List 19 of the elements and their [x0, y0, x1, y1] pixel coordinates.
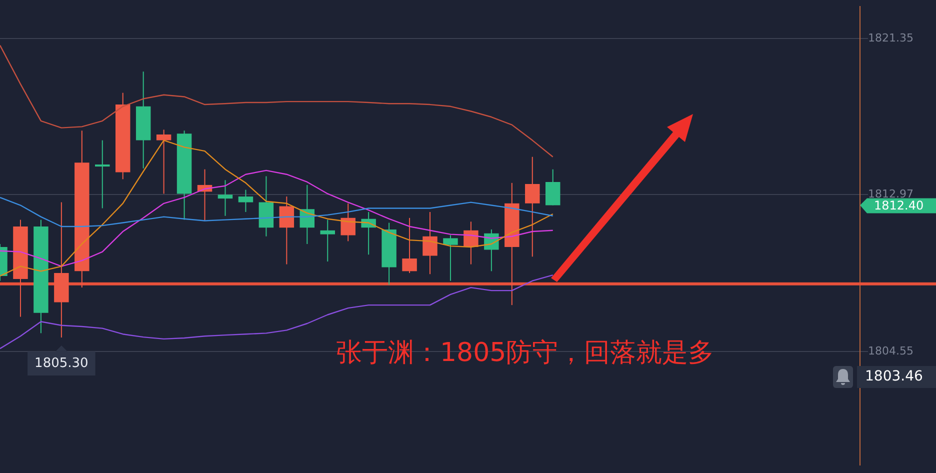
annotation: 张于渊：1805防守，回落就是多: [336, 338, 714, 368]
text: 1812.40: [874, 198, 924, 212]
candlestick: [443, 234, 458, 282]
candlestick: [340, 202, 356, 242]
candlestick: [525, 156, 540, 258]
candlestick: [238, 189, 254, 212]
candlestick: [545, 168, 560, 206]
candlestick: [422, 211, 438, 275]
y-tick-label: 1821.35: [868, 31, 914, 44]
candlestick: [320, 219, 335, 262]
y-tick-label: 1812.97: [868, 188, 914, 201]
text: 1803.46: [865, 368, 923, 385]
candlestick: [156, 129, 172, 194]
candlestick: [218, 180, 233, 216]
candlestick: [279, 196, 294, 265]
annotation: 1805.30: [34, 356, 88, 371]
candlestick: [402, 217, 417, 274]
y-tick-label: 1804.55: [868, 344, 914, 358]
candlestick: [95, 140, 110, 209]
